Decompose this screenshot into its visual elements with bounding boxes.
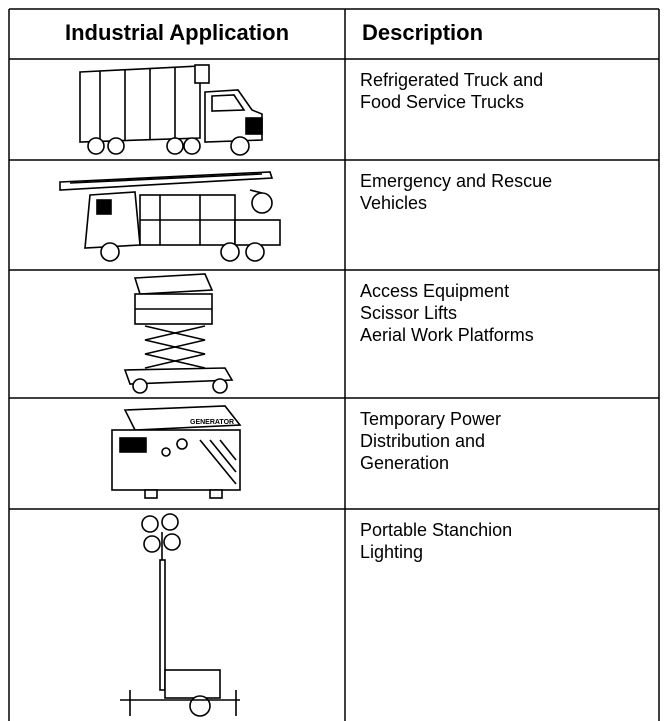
description-line: Aerial Work Platforms bbox=[360, 325, 534, 345]
light-tower-icon bbox=[120, 513, 240, 717]
header-cell: Industrial Application bbox=[65, 20, 289, 45]
description-line: Distribution and bbox=[360, 431, 485, 451]
header-cell: Description bbox=[362, 20, 483, 45]
description-line: Vehicles bbox=[360, 193, 427, 213]
scissor-lift-icon bbox=[123, 273, 234, 394]
svg-text:GENERATOR: GENERATOR bbox=[190, 419, 234, 426]
truck-icon bbox=[79, 64, 263, 156]
description-line: Refrigerated Truck and bbox=[360, 70, 543, 90]
description-line: Scissor Lifts bbox=[360, 303, 457, 323]
description-line: Generation bbox=[360, 453, 449, 473]
description-line: Access Equipment bbox=[360, 281, 509, 301]
fire-truck-icon bbox=[59, 171, 281, 262]
description-line: Temporary Power bbox=[360, 409, 501, 429]
description-line: Food Service Trucks bbox=[360, 92, 524, 112]
description-line: Portable Stanchion bbox=[360, 520, 512, 540]
generator-icon: GENERATOR bbox=[111, 405, 242, 499]
table-grid bbox=[8, 8, 660, 721]
description-line: Lighting bbox=[360, 542, 423, 562]
description-line: Emergency and Rescue bbox=[360, 171, 552, 191]
